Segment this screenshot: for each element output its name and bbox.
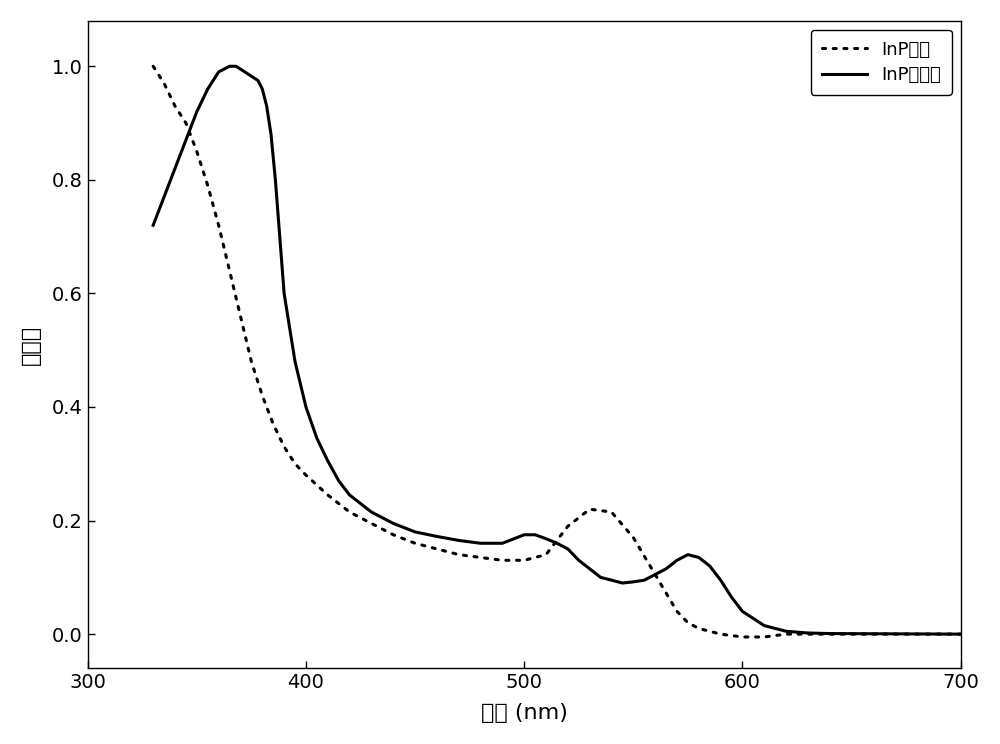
InP晶种 [278,442,290,451]
InP晶种 [147,62,159,71]
InP量子点 [191,107,203,116]
InP量子点 [616,579,628,588]
InP晶种 [322,490,334,499]
InP晶种 [475,553,487,562]
InP晶种 [191,147,203,156]
InP晶种 [715,629,727,638]
InP晶种 [300,471,312,480]
InP晶种 [289,459,301,468]
InP晶种 [213,221,225,230]
InP晶种 [540,550,552,559]
InP晶种 [169,101,181,110]
InP晶种 [584,504,596,513]
InP晶种 [758,632,770,641]
InP晶种 [606,507,618,516]
InP量子点 [606,576,618,585]
InP晶种 [453,550,465,559]
X-axis label: 波长 (nm): 波长 (nm) [481,703,568,723]
InP晶种 [627,533,639,542]
InP晶种 [365,519,377,527]
InP晶种 [824,629,836,638]
InP晶种 [202,181,214,190]
Line: InP晶种: InP晶种 [153,66,961,637]
InP晶种 [736,632,748,641]
InP晶种 [704,626,716,635]
InP晶种 [562,522,574,530]
Line: InP量子点: InP量子点 [153,66,961,634]
InP晶种 [780,629,792,638]
InP晶种 [344,507,356,516]
InP晶种 [649,570,661,579]
InP晶种 [256,391,268,400]
InP晶种 [693,624,705,633]
InP晶种 [496,556,508,565]
Y-axis label: 吸光度: 吸光度 [21,324,41,365]
InP晶种 [802,629,814,638]
InP晶种 [224,266,236,275]
InP晶种 [955,629,967,638]
Legend: InP晶种, InP量子点: InP晶种, InP量子点 [811,30,952,94]
InP晶种 [431,545,443,554]
InP量子点 [274,232,286,241]
InP量子点 [202,85,214,94]
InP量子点 [387,519,399,527]
InP晶种 [234,312,246,321]
InP晶种 [682,618,694,627]
InP量子点 [147,221,159,230]
InP晶种 [518,556,530,565]
InP晶种 [180,118,192,127]
InP晶种 [267,420,279,429]
InP晶种 [671,607,683,616]
InP晶种 [245,357,257,366]
InP晶种 [409,539,421,548]
InP量子点 [224,62,236,71]
InP晶种 [158,79,170,88]
InP晶种 [387,530,399,539]
InP晶种 [846,629,858,638]
InP量子点 [955,629,967,638]
